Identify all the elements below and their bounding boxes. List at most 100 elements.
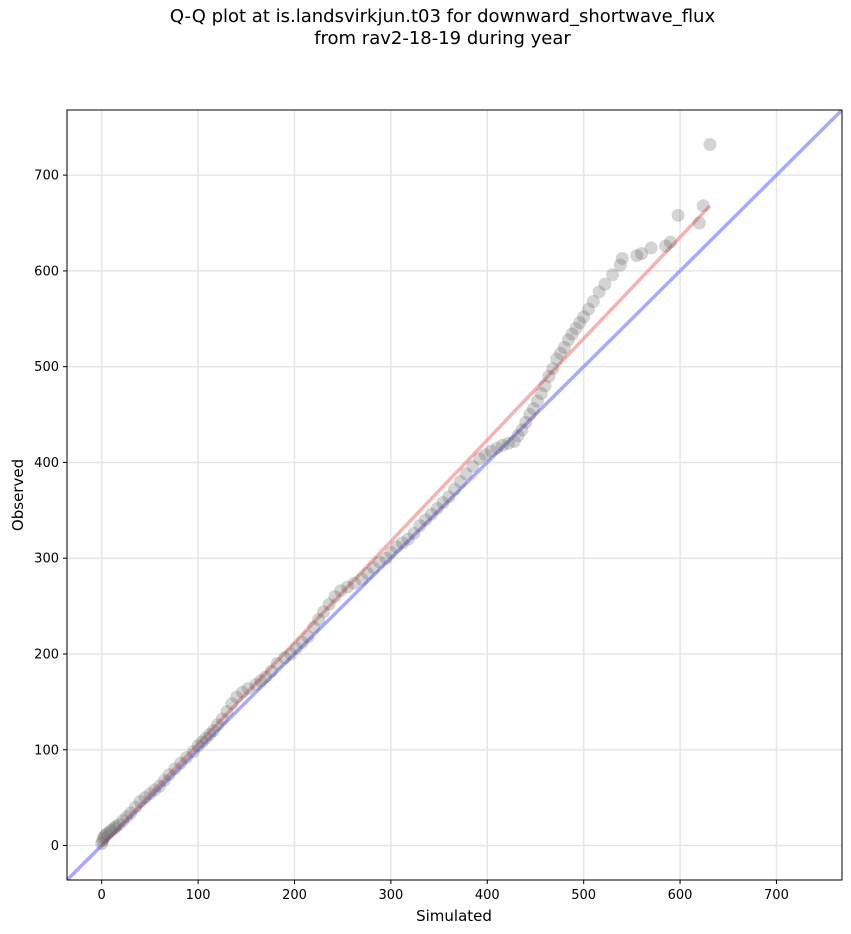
data-point	[550, 352, 564, 366]
data-point	[241, 681, 255, 695]
y-tick-label: 300	[34, 552, 59, 567]
data-point	[203, 727, 217, 741]
data-point	[96, 834, 110, 848]
data-point	[523, 408, 537, 422]
data-point	[174, 756, 188, 770]
data-point	[534, 386, 548, 400]
data-point	[199, 731, 213, 745]
data-point	[138, 791, 152, 805]
fit-line	[100, 204, 712, 847]
data-point	[644, 241, 658, 255]
data-point	[430, 501, 444, 515]
data-point	[630, 249, 644, 263]
data-point	[615, 251, 629, 265]
data-point	[530, 394, 544, 408]
data-point	[157, 773, 171, 787]
y-tick-label: 400	[34, 456, 59, 471]
data-point	[413, 519, 427, 533]
x-tick-label: 500	[571, 888, 596, 903]
data-point	[215, 712, 229, 726]
data-point	[569, 321, 583, 335]
reference-lines	[67, 110, 842, 880]
data-point	[484, 444, 498, 458]
data-point	[100, 827, 114, 841]
data-point	[507, 434, 521, 448]
data-points	[95, 137, 717, 851]
data-point	[554, 346, 568, 360]
data-point	[220, 704, 234, 718]
data-point	[278, 651, 292, 665]
data-point	[586, 295, 600, 309]
x-tick-label: 300	[378, 888, 403, 903]
data-point	[379, 551, 393, 565]
data-point	[295, 635, 309, 649]
chart-title: Q-Q plot at is.landsvirkjun.t03 for down…	[0, 6, 851, 50]
data-point	[168, 762, 182, 776]
data-point	[107, 821, 121, 835]
data-point	[592, 285, 606, 299]
y-axis-label: Observed	[9, 459, 27, 531]
data-point	[692, 216, 706, 230]
data-point	[390, 540, 404, 554]
data-point	[473, 452, 487, 466]
data-point	[538, 379, 552, 393]
data-point	[322, 597, 336, 611]
data-point	[98, 829, 112, 843]
data-point	[97, 831, 111, 845]
data-point	[577, 310, 591, 324]
data-point	[153, 779, 167, 793]
data-point	[230, 690, 244, 704]
data-point	[186, 745, 200, 759]
data-point	[180, 750, 194, 764]
data-point	[401, 532, 415, 546]
x-tick-label: 100	[186, 888, 211, 903]
y-tick-label: 600	[34, 264, 59, 279]
x-tick-label: 400	[475, 888, 500, 903]
data-point	[671, 208, 685, 222]
data-point	[598, 277, 612, 291]
data-point	[95, 837, 109, 851]
data-point	[546, 362, 560, 376]
data-point	[347, 576, 361, 590]
data-point	[557, 341, 571, 355]
data-point	[561, 333, 575, 347]
axis-ticks: 0 100 200 300 400 500 600 700 0 100 200 300 400 500 60…	[34, 169, 789, 903]
data-point	[328, 590, 342, 604]
y-tick-label: 700	[34, 169, 59, 184]
data-point	[341, 580, 355, 594]
data-point	[407, 526, 421, 540]
data-point	[225, 697, 239, 711]
data-point	[635, 247, 649, 261]
data-point	[542, 369, 556, 383]
data-point	[696, 199, 710, 213]
data-point	[573, 316, 587, 330]
data-point	[466, 459, 480, 473]
data-point	[459, 467, 473, 481]
data-point	[104, 823, 118, 837]
data-point	[527, 402, 541, 416]
data-point	[102, 825, 116, 839]
data-point	[284, 647, 298, 661]
data-point	[659, 239, 673, 253]
data-point	[133, 794, 147, 808]
data-point	[112, 817, 126, 831]
data-point	[120, 810, 134, 824]
data-point	[143, 787, 157, 801]
data-point	[442, 490, 456, 504]
data-point	[191, 739, 205, 753]
data-point	[606, 268, 620, 282]
data-point	[367, 561, 381, 575]
data-point	[372, 555, 386, 569]
data-point	[511, 429, 525, 443]
data-point	[301, 630, 315, 644]
y-tick-label: 500	[34, 360, 59, 375]
data-point	[519, 415, 533, 429]
y-tick-label: 100	[34, 743, 59, 758]
x-tick-label: 0	[98, 888, 106, 903]
data-point	[148, 783, 162, 797]
identity-line	[67, 110, 842, 880]
x-tick-label: 200	[282, 888, 307, 903]
data-point	[395, 536, 409, 550]
data-point	[384, 545, 398, 559]
data-point	[515, 423, 529, 437]
